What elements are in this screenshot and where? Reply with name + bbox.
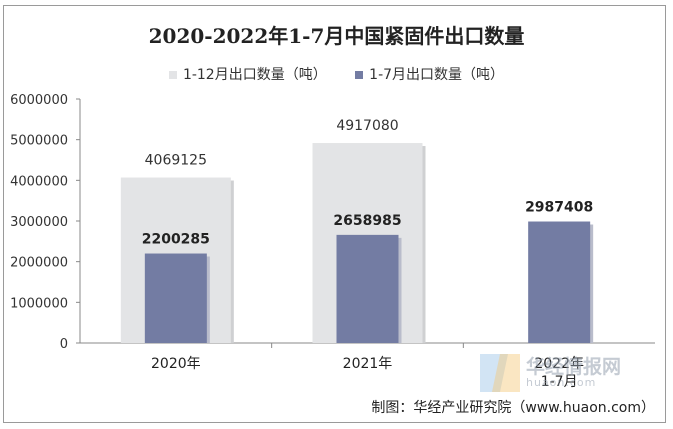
bar-jan-jul	[144, 253, 207, 343]
x-tick-label: 2021年	[343, 356, 393, 372]
data-label-jan-jul: 2987408	[525, 200, 593, 216]
x-tick-label-line: 2020年	[151, 356, 201, 372]
data-label-full-year: 4069125	[145, 153, 207, 169]
y-tick-label: 2000000	[10, 256, 68, 271]
bar-jan-jul	[336, 234, 399, 343]
legend-item-jan-jul: 1-7月出口数量（吨）	[355, 64, 504, 84]
legend-label-full-year: 1-12月出口数量（吨）	[182, 67, 327, 83]
legend-label-jan-jul: 1-7月出口数量（吨）	[369, 67, 505, 83]
watermark-text: 华经情报网	[526, 356, 622, 378]
y-tick-label: 0	[60, 337, 68, 352]
data-label-jan-jul: 2200285	[142, 232, 210, 248]
y-tick-label: 3000000	[10, 215, 68, 230]
legend-swatch-jan-jul	[355, 71, 364, 79]
x-tick-label-line: 2021年	[343, 356, 393, 372]
watermark-logo: 华经情报网 huaon.com	[478, 352, 653, 396]
chart-legend: 1-12月出口数量（吨） 1-7月出口数量（吨）	[0, 64, 673, 84]
chart-title: 2020-2022年1-7月中国紧固件出口数量	[148, 24, 525, 48]
legend-swatch-full-year	[168, 71, 177, 79]
x-tick-label: 2022年 1-7月	[534, 356, 584, 390]
bar-jan-jul	[528, 221, 591, 343]
y-tick-label: 5000000	[10, 134, 68, 149]
watermark-subtext: huaon.com	[526, 376, 597, 389]
x-tick-label: 2020年	[151, 356, 201, 372]
source-note: 制图：华经产业研究院（www.huaon.com）	[371, 400, 655, 416]
data-label-jan-jul: 2658985	[333, 213, 401, 229]
y-tick-label: 1000000	[10, 296, 68, 311]
watermark-shape-icon	[480, 354, 520, 392]
y-tick-label: 6000000	[10, 93, 68, 108]
y-tick-label: 4000000	[10, 174, 68, 189]
x-tick-label-line: 1-7月	[541, 374, 578, 390]
legend-item-full-year: 1-12月出口数量（吨）	[168, 64, 327, 84]
data-label-full-year: 4917080	[336, 118, 398, 134]
x-tick-label-line: 2022年	[534, 356, 584, 372]
